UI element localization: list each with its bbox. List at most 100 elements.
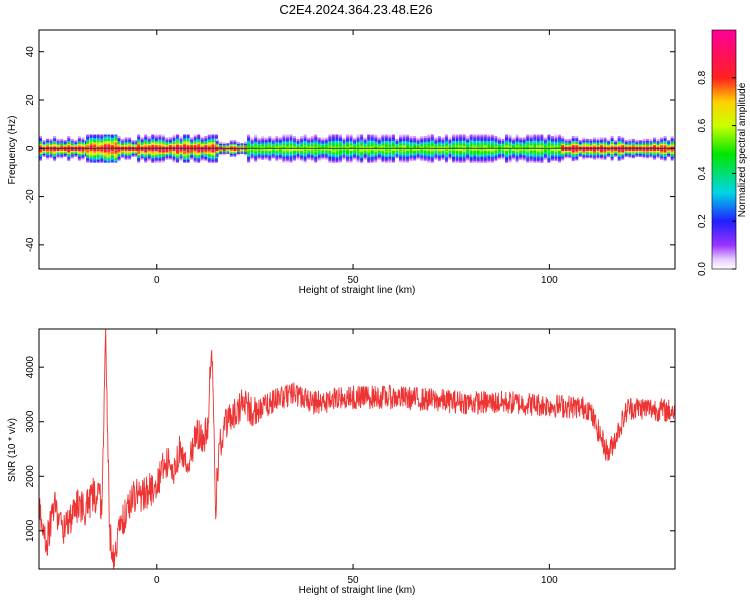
spectrogram-cell <box>183 143 187 146</box>
spectrogram-cell <box>614 153 618 156</box>
spectrogram-cell <box>93 151 97 154</box>
spectrogram-cell <box>53 149 57 152</box>
spectrogram-cell <box>144 135 148 138</box>
spectrogram-cell <box>406 144 410 147</box>
spectrogram-cell <box>536 159 540 162</box>
spectrogram-cell <box>257 137 261 140</box>
spectrogram-cell <box>314 151 318 154</box>
spectrogram-cell <box>74 144 78 147</box>
spectrogram-cell <box>264 138 268 141</box>
spectrogram-cell <box>67 146 71 149</box>
spectrogram-cell <box>247 160 251 163</box>
spectrogram-ylabel: Frequency (Hz) <box>7 116 18 185</box>
spectrogram-cell <box>526 138 530 141</box>
spectrogram-cell <box>501 150 505 153</box>
spectrogram-cell <box>571 144 575 147</box>
spectrogram-cell <box>49 154 53 157</box>
spectrogram-cell <box>190 151 194 154</box>
spectrogram-cell <box>110 151 114 154</box>
spectrogram-cell <box>515 137 519 140</box>
spectrogram-cell <box>469 150 473 153</box>
spectrogram-cell <box>261 150 265 153</box>
spectrogram-cell <box>476 153 480 156</box>
spectrogram-cell <box>204 150 208 153</box>
spectrogram-cell <box>416 140 420 143</box>
spectrogram-cell <box>103 140 107 143</box>
spectrogram-cell <box>107 140 111 143</box>
spectrogram-cell <box>614 149 618 152</box>
spectrogram-cell <box>635 149 639 152</box>
spectrogram-cell <box>324 137 328 140</box>
spectrogram-cell <box>67 149 71 152</box>
spectrogram-cell <box>56 149 60 152</box>
spectrogram-cell <box>497 144 501 147</box>
spectrogram-cell <box>349 159 353 162</box>
spectrogram-cell <box>399 160 403 163</box>
snr-xlabel: Height of straight line (km) <box>299 585 416 596</box>
spectrogram-cell <box>374 159 378 162</box>
spectrogram-cell <box>271 154 275 157</box>
spectrogram-cell <box>176 137 180 140</box>
spectrogram-cell <box>558 143 562 146</box>
spectrogram-cell <box>526 154 530 157</box>
spectrogram-cell <box>635 154 639 157</box>
spectrogram-cell <box>596 151 600 154</box>
spectrogram-cell <box>335 149 339 152</box>
spectrogram-cell <box>168 146 172 149</box>
spectrogram-cell <box>434 156 438 159</box>
spectrogram-cell <box>86 140 90 143</box>
spectrogram-cell <box>229 141 233 144</box>
spectrogram-cell <box>543 143 547 146</box>
spectrogram-cell <box>360 137 364 140</box>
spectrogram-cell <box>247 151 251 154</box>
spectrogram-cell <box>452 134 456 137</box>
spectrogram-cell <box>483 159 487 162</box>
spectrogram-cell <box>554 141 558 144</box>
spectrogram-cell <box>93 138 97 141</box>
spectrogram-cell <box>282 150 286 153</box>
spectrogram-cell <box>596 141 600 144</box>
spectrogram-cell <box>448 141 452 144</box>
spectrogram-cell <box>427 137 431 140</box>
spectrogram-cell <box>324 141 328 144</box>
spectrogram-cell <box>46 141 50 144</box>
spectrogram-cell <box>370 146 374 149</box>
spectrogram-cell <box>512 138 516 141</box>
spectrogram-cell <box>409 135 413 138</box>
spectrogram-cell <box>381 154 385 157</box>
spectrogram-cell <box>420 149 424 152</box>
spectrogram-cell <box>621 156 625 159</box>
spectrogram-cell <box>233 154 237 157</box>
spectrogram-cell <box>558 135 562 138</box>
spectrogram-cell <box>540 153 544 156</box>
spectrogram-cell <box>663 135 667 138</box>
spectrogram-cell <box>144 137 148 140</box>
spectrogram-cell <box>140 150 144 153</box>
spectrogram-cell <box>86 160 90 163</box>
spectrogram-cell <box>271 146 275 149</box>
spectrogram-cell <box>469 137 473 140</box>
spectrogram-cell <box>219 146 223 149</box>
spectrogram-cell <box>660 138 664 141</box>
spectrogram-cell <box>296 157 300 160</box>
spectrogram-cell <box>444 151 448 154</box>
spectrogram-cell <box>388 153 392 156</box>
spectrogram-cell <box>96 159 100 162</box>
spectrogram-cell <box>529 149 533 152</box>
spectrogram-cell <box>147 157 151 160</box>
spectrogram-cell <box>600 149 604 152</box>
spectrogram-cell <box>624 153 628 156</box>
spectrogram-cell <box>585 140 589 143</box>
spectrogram-cell <box>363 144 367 147</box>
spectrogram-cell <box>455 138 459 141</box>
spectrogram-cell <box>399 157 403 160</box>
spectrogram-cell <box>441 157 445 160</box>
spectrogram-cell <box>321 146 325 149</box>
spectrogram-cell <box>490 150 494 153</box>
spectrogram-cell <box>670 138 674 141</box>
spectrogram-cell <box>388 151 392 154</box>
spectrogram-cell <box>670 153 674 156</box>
spectrogram-cell <box>233 150 237 153</box>
spectrogram-cell <box>356 134 360 137</box>
spectrogram-cell <box>168 140 172 143</box>
